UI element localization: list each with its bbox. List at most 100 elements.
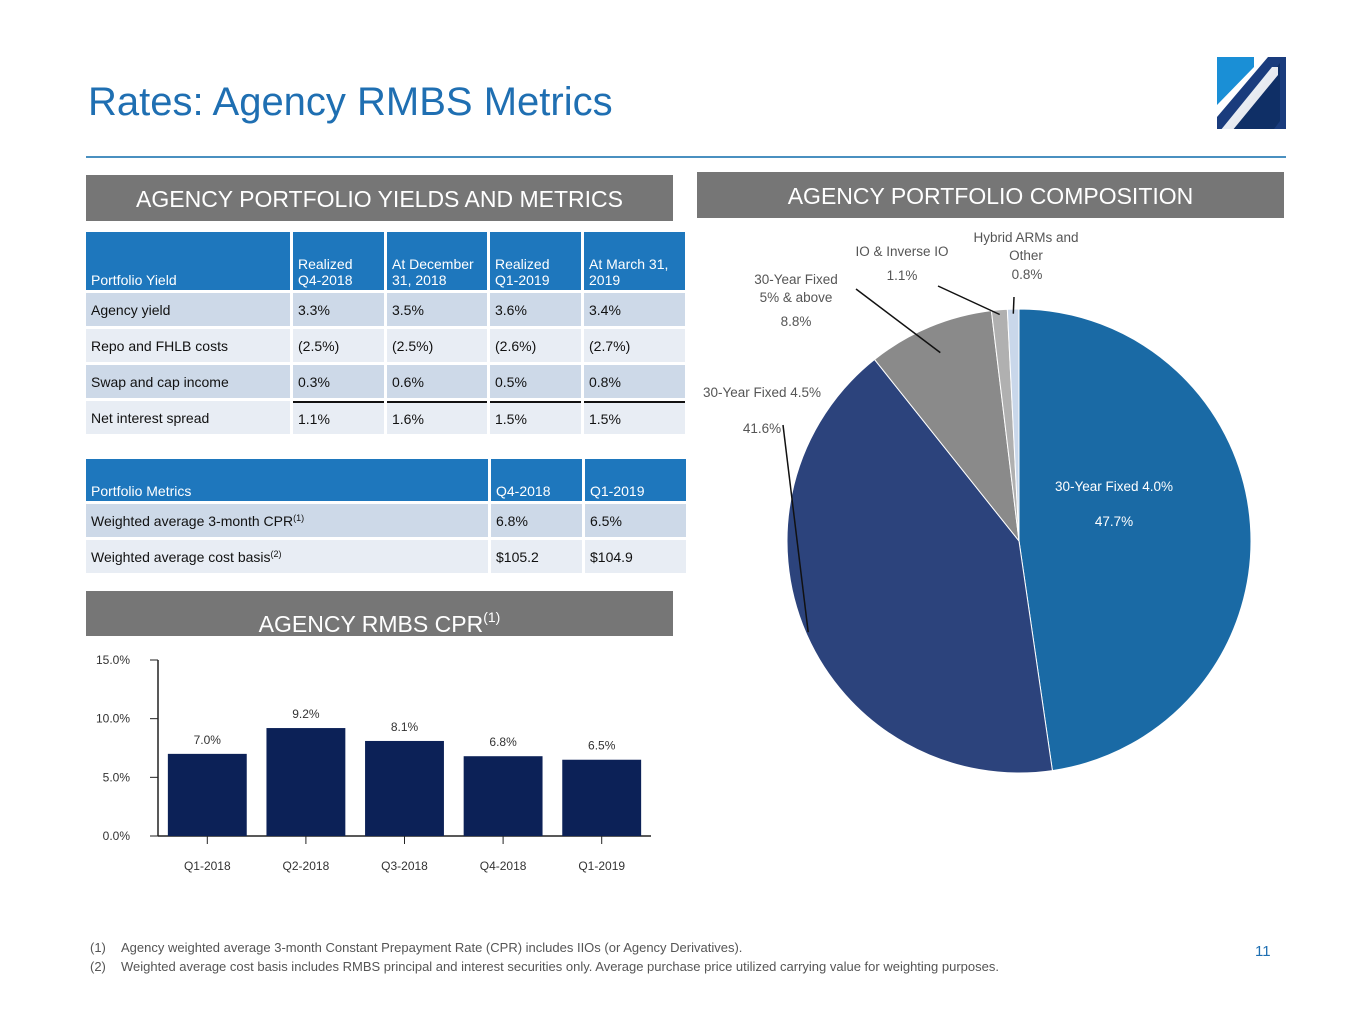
- pie-value-label: 0.8%: [1012, 267, 1043, 282]
- pie-slice-label: 30-Year Fixed 4.0%: [1055, 479, 1173, 494]
- page-title: Rates: Agency RMBS Metrics: [88, 80, 613, 124]
- pie-slice-label: 30-Year Fixed: [754, 272, 838, 287]
- row-label: Net interest spread: [86, 401, 290, 434]
- footnote-ref: (1): [293, 512, 305, 523]
- pie-value-label: 47.7%: [1095, 514, 1133, 529]
- y-tick-label: 15.0%: [96, 653, 130, 667]
- table-cell: (2.5%): [387, 329, 487, 362]
- row-label: Swap and cap income: [86, 365, 290, 398]
- y-tick-label: 5.0%: [103, 770, 131, 784]
- pie-slice-label: IO & Inverse IO: [855, 244, 948, 259]
- cpr-banner-title: AGENCY RMBS CPR: [258, 611, 484, 637]
- bar-value-label: 7.0%: [194, 733, 222, 747]
- table-cell: $105.2: [491, 540, 582, 573]
- x-tick-label: Q4-2018: [480, 859, 527, 873]
- bar: [365, 740, 444, 836]
- table-cell: 3.3%: [293, 293, 384, 326]
- leader-line: [937, 285, 1001, 316]
- table-row: Weighted average cost basis(2) $105.2 $1…: [86, 540, 686, 573]
- yields-section-banner: AGENCY PORTFOLIO YIELDS AND METRICS: [86, 175, 673, 221]
- table-header-cell: Q4-2018: [491, 459, 582, 501]
- leader-line: [855, 288, 941, 354]
- row-label-text: Weighted average cost basis: [91, 548, 271, 565]
- table-row: Weighted average 3-month CPR(1) 6.8% 6.5…: [86, 504, 686, 537]
- bar-value-label: 6.8%: [489, 735, 517, 749]
- bar: [266, 728, 346, 836]
- table-cell: $104.9: [585, 540, 686, 573]
- bar-value-label: 6.5%: [588, 739, 616, 753]
- cpr-banner-footnote-ref: (1): [483, 609, 501, 625]
- table-cell: 0.6%: [387, 365, 487, 398]
- bar-value-label: 8.1%: [391, 720, 419, 734]
- table-header-row: Portfolio Metrics Q4-2018 Q1-2019: [86, 459, 686, 501]
- pie-slice-label: Other: [1009, 248, 1043, 263]
- row-label: Weighted average 3-month CPR(1): [86, 504, 488, 537]
- table-row: Agency yield 3.3% 3.5% 3.6% 3.4%: [86, 293, 685, 326]
- table-cell: 1.5%: [490, 401, 581, 434]
- pie-value-label: 8.8%: [781, 314, 812, 329]
- footnote-ref: (2): [270, 548, 282, 559]
- pie-value-label: 41.6%: [743, 421, 781, 436]
- table-row: Swap and cap income 0.3% 0.6% 0.5% 0.8%: [86, 365, 685, 398]
- table-row: Repo and FHLB costs (2.5%) (2.5%) (2.6%)…: [86, 329, 685, 362]
- table-cell: (2.5%): [293, 329, 384, 362]
- pie-slice-label: 30-Year Fixed 4.5%: [703, 385, 821, 400]
- footnotes: (1) Agency weighted average 3-month Const…: [90, 938, 999, 976]
- table-cell: (2.7%): [584, 329, 685, 362]
- footnote-text: Agency weighted average 3-month Constant…: [121, 940, 743, 955]
- table-cell: 3.5%: [387, 293, 487, 326]
- table-header-cell: Realized Q4-2018: [293, 232, 384, 290]
- table-header-cell: At March 31, 2019: [584, 232, 685, 290]
- footnote-number: (1): [90, 940, 106, 955]
- leader-line: [782, 424, 809, 633]
- row-label-text: Weighted average 3-month CPR: [91, 512, 294, 529]
- row-label: Repo and FHLB costs: [86, 329, 290, 362]
- bar: [167, 753, 247, 836]
- x-tick-label: Q1-2019: [578, 859, 625, 873]
- footnote-number: (2): [90, 959, 106, 974]
- table-header-cell: Portfolio Yield: [86, 232, 290, 290]
- table-cell: 1.1%: [293, 401, 384, 434]
- x-tick-label: Q2-2018: [283, 859, 330, 873]
- composition-pie-chart: 30-Year Fixed 4.0% 47.7% 30-Year Fixed 4.5…: [703, 230, 1252, 774]
- pie-slice: [786, 358, 1053, 774]
- pie-slice-label: Hybrid ARMs and: [973, 230, 1078, 245]
- table-cell: 0.5%: [490, 365, 581, 398]
- composition-section-banner: AGENCY PORTFOLIO COMPOSITION: [697, 172, 1284, 218]
- table-cell: (2.6%): [490, 329, 581, 362]
- footnote: (1) Agency weighted average 3-month Const…: [90, 938, 999, 957]
- table-cell: 0.3%: [293, 365, 384, 398]
- pie-slice-label: 5% & above: [760, 290, 833, 305]
- table-header-cell: At December 31, 2018: [387, 232, 487, 290]
- pie-value-label: 1.1%: [887, 268, 918, 283]
- x-tick-label: Q1-2018: [184, 859, 231, 873]
- table-cell: 1.6%: [387, 401, 487, 434]
- pie-slice: [1018, 308, 1252, 772]
- cpr-bar-chart: 0.0% 5.0% 10.0% 15.0% 7.0% Q1-2018 9.2% Q2-2018…: [96, 653, 651, 873]
- table-header-cell: Q1-2019: [585, 459, 686, 501]
- table-header-row: Portfolio Yield Realized Q4-2018 At Dece…: [86, 232, 685, 290]
- title-divider: [86, 156, 1286, 158]
- table-cell: 6.5%: [585, 504, 686, 537]
- table-cell: 1.5%: [584, 401, 685, 434]
- cpr-section-banner: AGENCY RMBS CPR(1): [86, 591, 673, 637]
- table-cell: 0.8%: [584, 365, 685, 398]
- portfolio-yield-table: Portfolio Yield Realized Q4-2018 At Dece…: [83, 229, 688, 437]
- portfolio-metrics-table: Portfolio Metrics Q4-2018 Q1-2019 Weight…: [83, 456, 689, 576]
- footnote: (2) Weighted average cost basis includes …: [90, 957, 999, 976]
- bar: [562, 759, 642, 836]
- table-row: Net interest spread 1.1% 1.6% 1.5% 1.5%: [86, 401, 685, 434]
- bar: [463, 756, 543, 836]
- row-label: Weighted average cost basis(2): [86, 540, 488, 573]
- row-label: Agency yield: [86, 293, 290, 326]
- x-tick-label: Q3-2018: [381, 859, 428, 873]
- bar-value-label: 9.2%: [292, 707, 320, 721]
- table-cell: 3.4%: [584, 293, 685, 326]
- footnote-text: Weighted average cost basis includes RMB…: [121, 959, 999, 974]
- leader-line: [1012, 296, 1015, 314]
- table-header-cell: Realized Q1-2019: [490, 232, 581, 290]
- table-header-cell: Portfolio Metrics: [86, 459, 488, 501]
- company-logo: [1217, 57, 1286, 131]
- y-tick-label: 0.0%: [103, 829, 131, 843]
- table-cell: 3.6%: [490, 293, 581, 326]
